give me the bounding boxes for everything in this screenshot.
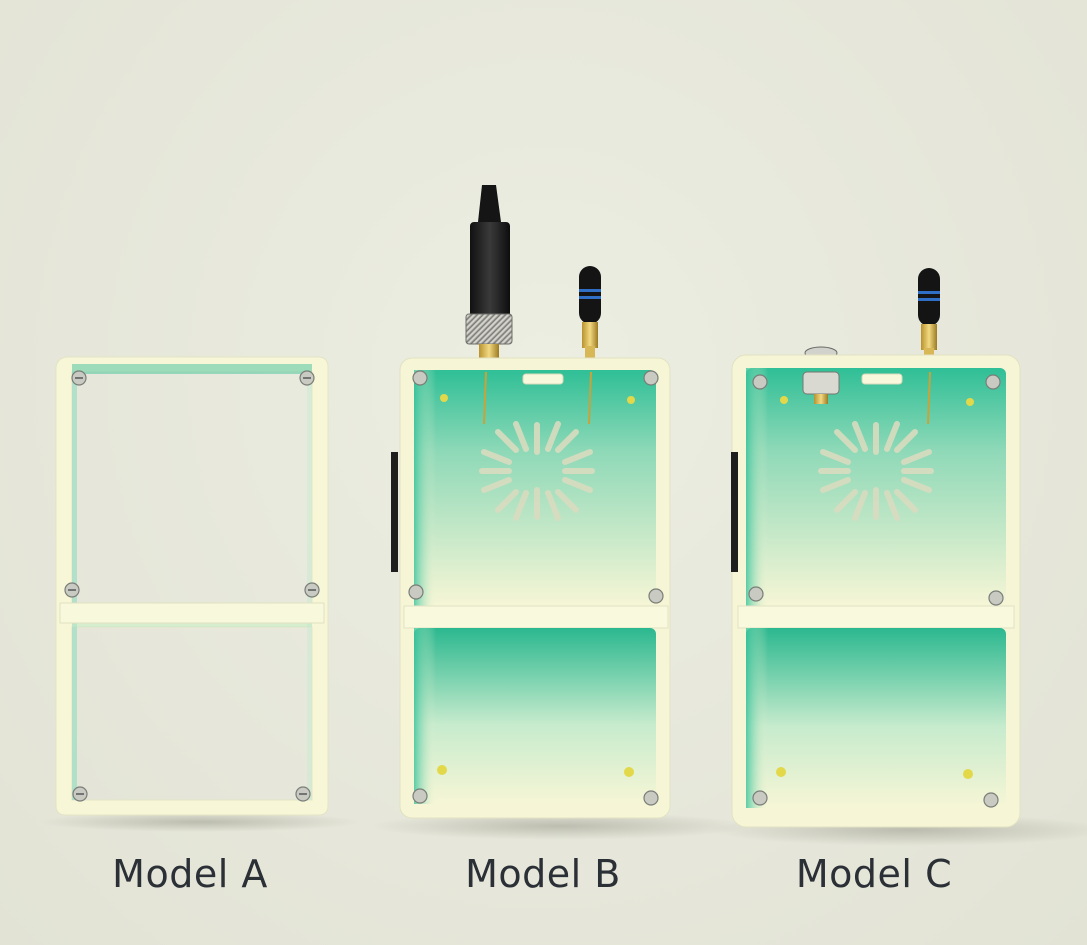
model-b-enclosure	[391, 0, 671, 819]
vent-pattern	[479, 421, 595, 521]
vent-pattern	[818, 421, 934, 521]
model-a-frame	[55, 356, 329, 816]
model-c-enclosure	[731, 268, 1021, 828]
model-c-label: Model C	[795, 852, 953, 896]
antenna	[918, 268, 940, 326]
model-b-label: Model B	[465, 852, 621, 896]
antenna	[579, 266, 601, 324]
model-a-label: Model A	[112, 852, 268, 896]
